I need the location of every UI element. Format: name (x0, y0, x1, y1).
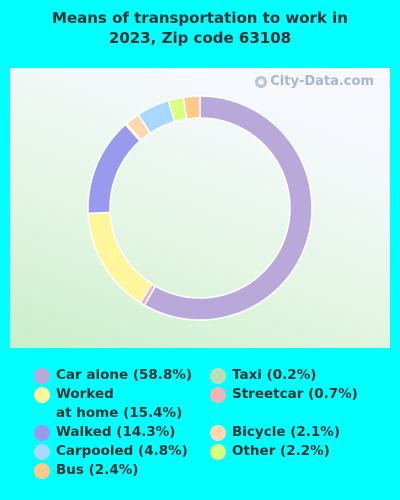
chart-legend: Car alone (58.8%) Worked at home (15.4%)… (34, 366, 394, 486)
legend-label: Bicycle (2.1%) (232, 424, 340, 440)
legend-swatch (34, 368, 50, 384)
legend-item-walked: Walked (14.3%) (34, 423, 175, 442)
legend-item-streetcar: Streetcar (0.7%) (210, 385, 358, 404)
legend-item-bicycle: Bicycle (2.1%) (210, 423, 340, 442)
legend-swatch (34, 425, 50, 441)
legend-swatch (210, 368, 226, 384)
legend-item-taxi: Taxi (0.2%) (210, 366, 316, 385)
donut-chart (87, 95, 313, 321)
donut-slice-worked-at-home (87, 211, 153, 304)
chart-panel: City-Data.com (10, 68, 390, 348)
watermark-text: City-Data.com (270, 74, 374, 89)
legend-swatch (210, 444, 226, 460)
legend-item-bus: Bus (2.4%) (34, 461, 138, 480)
donut-slice-bus (182, 95, 201, 120)
legend-label: Car alone (58.8%) (56, 367, 193, 383)
legend-swatch (34, 444, 50, 460)
legend-item-carpooled: Carpooled (4.8%) (34, 442, 188, 461)
legend-swatch (210, 425, 226, 441)
legend-label: Other (2.2%) (232, 443, 330, 459)
legend-swatch (210, 387, 226, 403)
legend-item-other: Other (2.2%) (210, 442, 330, 461)
donut-slice-car-alone (143, 95, 313, 321)
chart-title: Means of transportation to work in 2023,… (0, 8, 400, 48)
chart-title-line-1: Means of transportation to work in (52, 9, 348, 27)
chart-title-line-2: 2023, Zip code 63108 (108, 29, 292, 47)
legend-label: Taxi (0.2%) (232, 367, 317, 383)
legend-label: Worked at home (15.4%) (56, 386, 183, 421)
legend-label: Bus (2.4%) (56, 462, 139, 478)
legend-swatch (34, 463, 50, 479)
legend-label: Carpooled (4.8%) (56, 443, 188, 459)
legend-item-car-alone: Car alone (58.8%) (34, 366, 192, 385)
watermark: City-Data.com (255, 74, 374, 89)
legend-label: Streetcar (0.7%) (232, 386, 358, 402)
watermark-search-icon (255, 75, 268, 88)
donut-slice-walked (87, 123, 142, 215)
legend-swatch (34, 387, 50, 403)
legend-item-worked-at-home: Worked at home (15.4%) (34, 385, 182, 423)
legend-label: Walked (14.3%) (56, 424, 176, 440)
